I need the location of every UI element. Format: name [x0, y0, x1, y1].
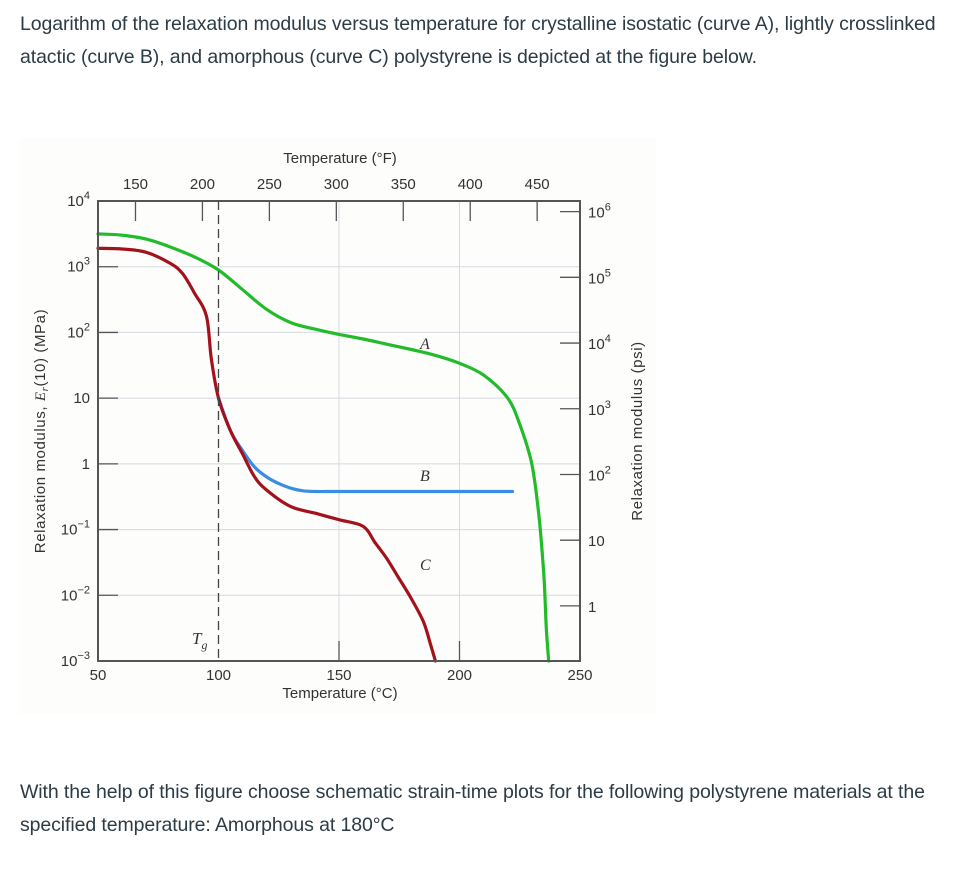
right-tick-label: 104	[588, 333, 611, 353]
bottom-tick-label: 200	[447, 667, 472, 684]
right-tick-label: 103	[588, 399, 611, 419]
left-tick-label: 10−1	[61, 519, 90, 539]
top-tick-label: 150	[123, 176, 148, 193]
right-tick-label: 1	[588, 599, 596, 616]
top-tick-label: 450	[525, 176, 550, 193]
bottom-axis-title: Temperature (°C)	[282, 685, 397, 702]
top-tick-label: 350	[391, 176, 416, 193]
right-tick-label: 106	[588, 202, 611, 222]
curve-b-line	[216, 396, 515, 494]
top-axis-title: Temperature (°F)	[283, 150, 397, 167]
gridlines	[98, 201, 580, 661]
curve-c-label: C	[420, 557, 431, 574]
left-tick-label: 103	[67, 256, 90, 276]
left-tick-label: 10−3	[61, 650, 90, 670]
right-tick-label: 105	[588, 267, 611, 287]
bottom-tick-label: 250	[567, 667, 592, 684]
right-tick-label: 10	[588, 533, 605, 550]
curve-a-label: A	[419, 336, 430, 353]
curves	[96, 232, 551, 663]
left-tick-label: 1	[82, 456, 90, 473]
relaxation-modulus-figure: 10−3 10−2 10−1 1 10 102 103 104 50 100 150 200 250 15…	[20, 138, 656, 714]
top-tick-label: 250	[257, 176, 282, 193]
bottom-tick-label: 150	[326, 667, 351, 684]
question-paragraph: With the help of this figure choose sche…	[20, 781, 925, 836]
right-tick-label: 102	[588, 464, 611, 484]
intro-paragraph: Logarithm of the relaxation modulus vers…	[20, 13, 936, 68]
curve-c-line	[96, 246, 437, 663]
top-tick-label: 300	[324, 176, 349, 193]
top-tick-label: 400	[458, 176, 483, 193]
bottom-tick-label: 50	[90, 667, 107, 684]
left-tick-label: 104	[67, 190, 90, 210]
bottom-tick-label: 100	[206, 667, 231, 684]
curve-a-line	[96, 232, 551, 663]
right-axis-title: Relaxation modulus (psi)	[629, 341, 646, 520]
curve-b-label: B	[420, 468, 430, 485]
plot-frame	[97, 200, 581, 662]
left-tick-label: 10	[73, 390, 90, 407]
left-tick-label: 102	[67, 321, 90, 341]
tg-label: Tg	[192, 629, 207, 652]
left-tick-label: 10−2	[61, 584, 90, 604]
top-tick-label: 200	[190, 176, 215, 193]
left-axis-title: Relaxation modulus, Er(10) (MPa)	[32, 309, 51, 553]
